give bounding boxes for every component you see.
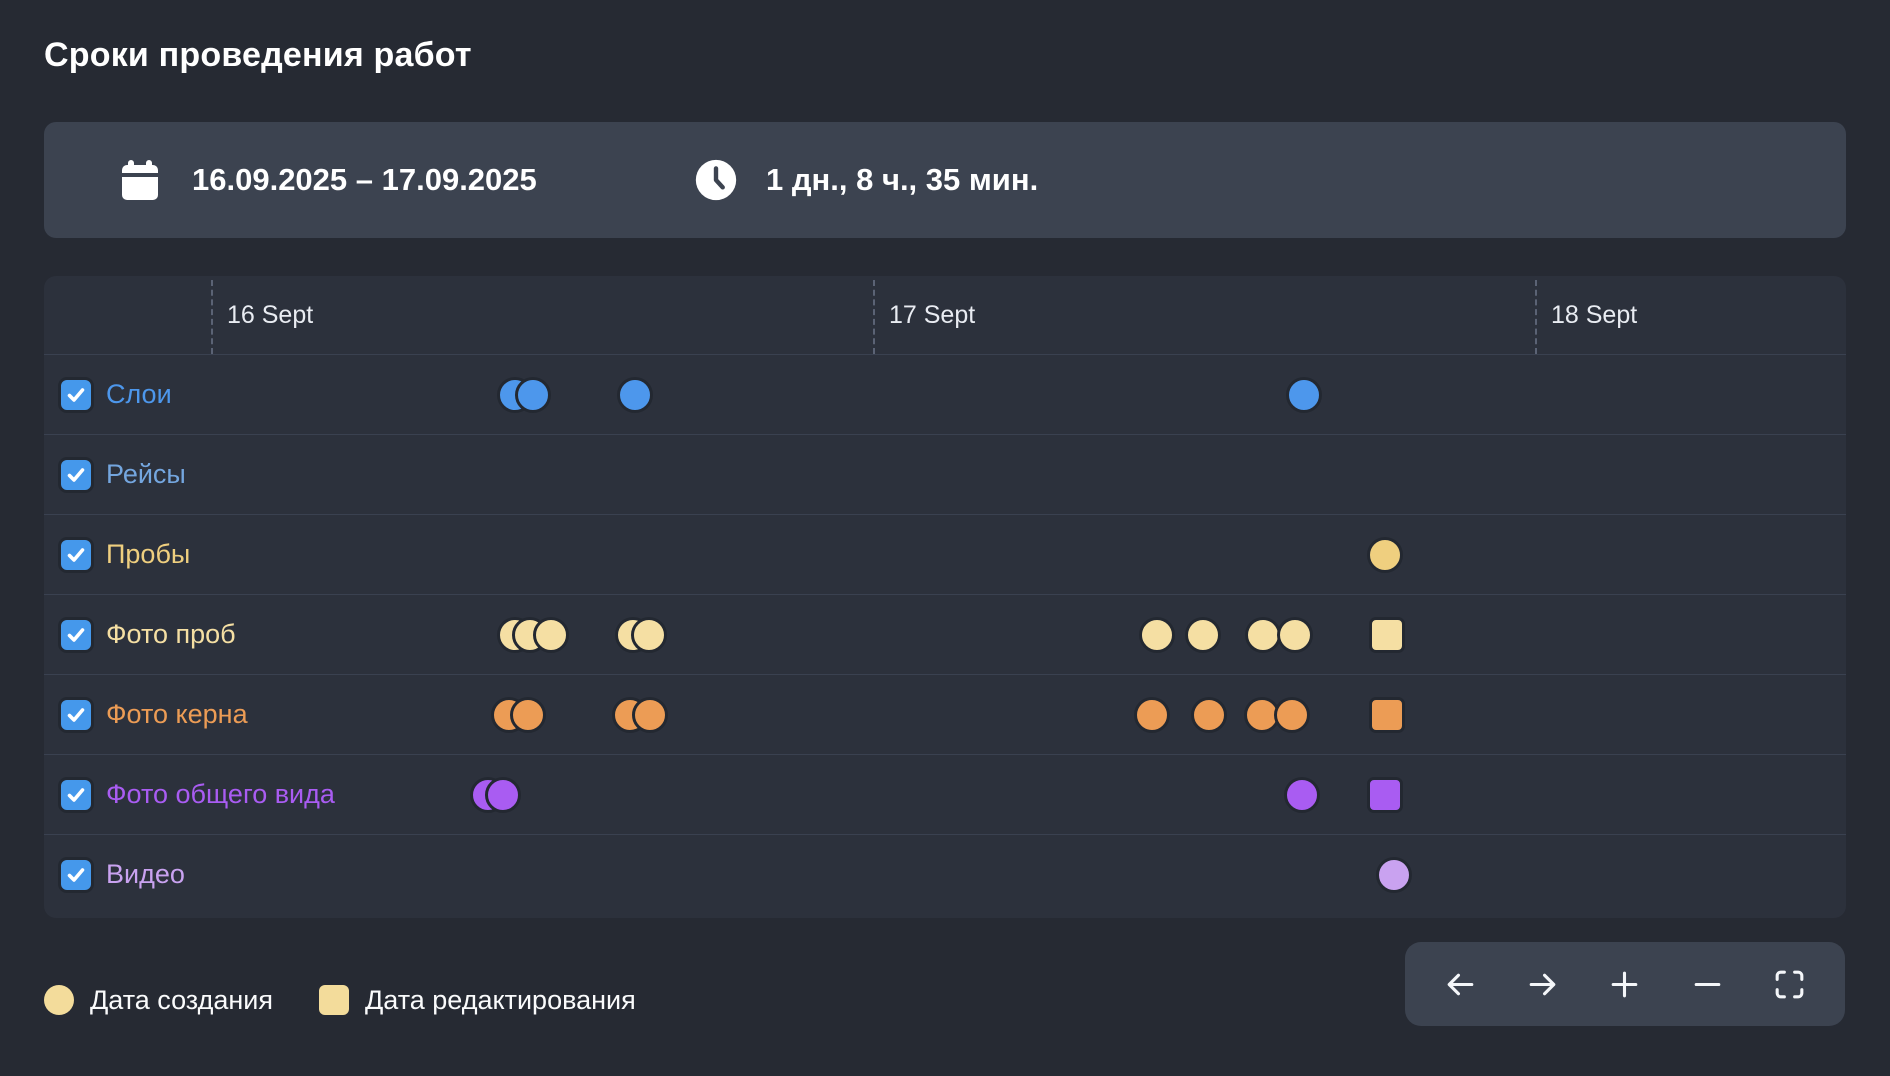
create-date-marker[interactable]	[515, 376, 551, 413]
check-icon	[67, 387, 85, 402]
row-checkbox[interactable]	[58, 776, 94, 813]
create-date-marker[interactable]	[1245, 616, 1281, 653]
row-checkbox[interactable]	[58, 376, 94, 413]
summary-bar: 16.09.2025 – 17.09.2025 1 дн., 8 ч., 35 …	[44, 122, 1846, 238]
duration-value: 1 дн., 8 ч., 35 мин.	[766, 162, 1039, 197]
day-header-label: 17 Sept	[889, 301, 976, 329]
check-icon	[67, 707, 85, 722]
create-date-marker[interactable]	[1134, 696, 1170, 733]
legend-label: Дата редактирования	[364, 984, 636, 1015]
check-icon	[67, 627, 85, 642]
timeline-panel: 16 Sept 17 Sept 18 Sept Слои Рейсы Пробы Фото…	[44, 276, 1846, 918]
create-date-marker[interactable]	[1286, 376, 1322, 413]
check-icon	[67, 867, 85, 882]
fullscreen-icon	[1775, 970, 1804, 998]
edit-date-marker[interactable]	[1369, 696, 1405, 733]
legend-item: Дата редактирования	[318, 984, 636, 1016]
legend-label: Дата создания	[90, 984, 273, 1015]
create-date-marker[interactable]	[1277, 616, 1313, 653]
row-checkbox[interactable]	[58, 856, 94, 893]
timeline-rows: Слои Рейсы Пробы Фото проб Фото керна Фото об…	[44, 354, 1846, 914]
arrow-left-icon	[1447, 973, 1474, 995]
create-date-marker[interactable]	[1367, 536, 1403, 573]
legend-square-swatch	[318, 985, 349, 1015]
row-label: Рейсы	[106, 459, 186, 489]
row-label: Видео	[106, 859, 185, 889]
create-date-marker[interactable]	[1284, 776, 1320, 813]
create-date-marker[interactable]	[533, 616, 569, 653]
create-date-marker[interactable]	[510, 696, 546, 733]
row-checkbox[interactable]	[58, 616, 94, 653]
create-date-marker[interactable]	[1139, 616, 1175, 653]
day-header-label: 16 Sept	[227, 301, 314, 329]
zoom-in-button[interactable]	[1594, 953, 1656, 1015]
day-header-label: 18 Sept	[1551, 301, 1638, 329]
create-date-marker[interactable]	[485, 776, 521, 813]
row-label: Фото общего вида	[106, 779, 335, 809]
page-title: Сроки проведения работ	[44, 36, 472, 74]
minus-icon	[1694, 982, 1721, 986]
create-date-marker[interactable]	[1185, 616, 1221, 653]
timeline-row: Рейсы	[44, 434, 1846, 514]
calendar-icon	[118, 158, 162, 202]
check-icon	[67, 467, 85, 482]
day-column-divider	[873, 280, 875, 354]
row-label: Фото керна	[106, 699, 248, 729]
create-date-marker[interactable]	[617, 376, 653, 413]
timeline-row: Фото проб	[44, 594, 1846, 674]
timeline-row: Фото общего вида	[44, 754, 1846, 834]
create-date-marker[interactable]	[1274, 696, 1310, 733]
zoom-out-button[interactable]	[1676, 953, 1738, 1015]
timeline-row: Видео	[44, 834, 1846, 914]
check-icon	[67, 787, 85, 802]
legend-circle-swatch	[44, 985, 74, 1015]
edit-date-marker[interactable]	[1369, 616, 1405, 653]
prev-button[interactable]	[1429, 953, 1491, 1015]
row-checkbox[interactable]	[58, 696, 94, 733]
create-date-marker[interactable]	[632, 696, 668, 733]
clock-icon	[694, 158, 738, 202]
timeline-toolbar	[1405, 942, 1845, 1026]
row-checkbox[interactable]	[58, 456, 94, 493]
create-date-marker[interactable]	[1376, 856, 1412, 893]
arrow-right-icon	[1529, 973, 1556, 995]
next-button[interactable]	[1512, 953, 1574, 1015]
row-label: Слои	[106, 379, 172, 409]
timeline-header: 16 Sept 17 Sept 18 Sept	[44, 276, 1846, 354]
day-column-divider	[211, 280, 213, 354]
row-label: Фото проб	[106, 619, 236, 649]
create-date-marker[interactable]	[631, 616, 667, 653]
check-icon	[67, 547, 85, 562]
row-label: Пробы	[106, 539, 191, 569]
legend: Дата создания Дата редактирования	[44, 970, 636, 1030]
legend-item: Дата создания	[44, 985, 273, 1016]
fullscreen-button[interactable]	[1759, 953, 1821, 1015]
date-range: 16.09.2025 – 17.09.2025	[192, 162, 537, 197]
edit-date-marker[interactable]	[1367, 776, 1403, 813]
row-checkbox[interactable]	[58, 536, 94, 573]
timeline-row: Фото керна	[44, 674, 1846, 754]
timeline-row: Слои	[44, 354, 1846, 434]
plus-icon	[1612, 971, 1638, 997]
day-column-divider	[1535, 280, 1537, 354]
create-date-marker[interactable]	[1191, 696, 1227, 733]
timeline-row: Пробы	[44, 514, 1846, 594]
